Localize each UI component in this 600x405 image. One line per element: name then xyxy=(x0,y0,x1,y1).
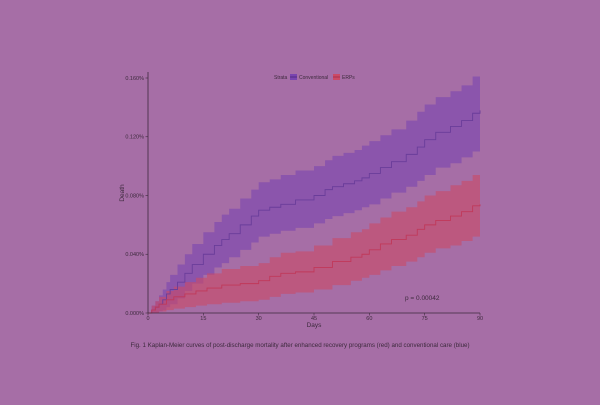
y-tick-label: 0.080% xyxy=(125,193,144,199)
ci-band-conventional xyxy=(148,72,480,313)
y-tick-label: 0.120% xyxy=(125,135,144,141)
survival-curves xyxy=(148,110,481,314)
y-tick-label: 0.040% xyxy=(125,252,144,258)
p-value-annotation: p = 0.00042 xyxy=(405,295,440,302)
x-tick-label: 75 xyxy=(422,316,428,322)
x-tick-label: 0 xyxy=(146,316,149,322)
x-tick-label: 45 xyxy=(311,316,317,322)
x-axis-label: Days xyxy=(307,322,323,329)
legend-label-erps: ERPs xyxy=(342,75,355,81)
y-axis-label: Death xyxy=(119,184,126,202)
legend: Strata Conventional ERPs xyxy=(274,74,355,81)
figure-caption: Fig. 1 Kaplan-Meier curves of post-disch… xyxy=(130,342,470,349)
x-ticks: 0 15 30 45 60 75 90 xyxy=(146,313,483,322)
x-tick-label: 90 xyxy=(477,316,483,322)
x-tick-label: 30 xyxy=(256,316,262,322)
x-tick-label: 60 xyxy=(366,316,372,322)
y-tick-label: 0.000% xyxy=(125,311,144,317)
km-curve-erps xyxy=(148,204,481,314)
y-ticks: 0.000% 0.040% 0.080% 0.120% 0.160% xyxy=(125,76,148,317)
km-curve-conventional xyxy=(148,110,481,314)
x-tick-label: 15 xyxy=(200,316,206,322)
legend-title: Strata xyxy=(274,75,288,81)
y-tick-label: 0.160% xyxy=(125,76,144,82)
confidence-bands xyxy=(148,72,480,313)
ci-band-erps xyxy=(148,173,480,313)
legend-label-conventional: Conventional xyxy=(299,75,328,81)
